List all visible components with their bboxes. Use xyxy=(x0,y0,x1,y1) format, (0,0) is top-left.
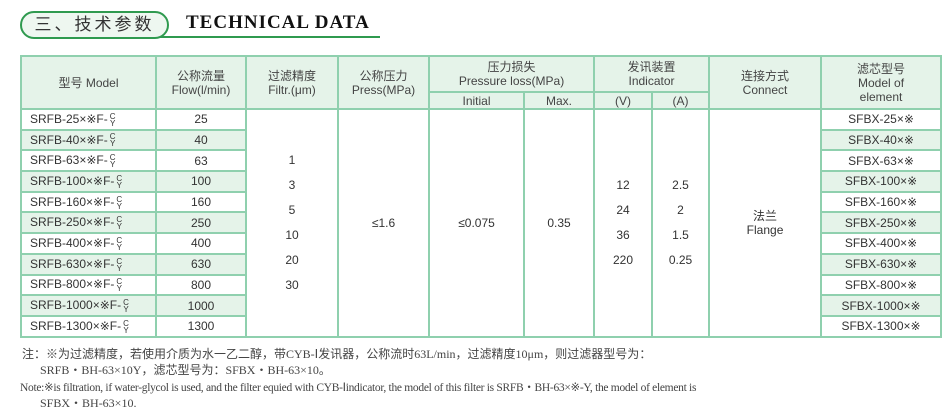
note-en-line1: Note:※is filtration, if water-glycol is … xyxy=(20,382,697,394)
flow-cell: 250 xyxy=(155,211,247,235)
header-indicator: 发讯装置 Indicator xyxy=(593,55,711,93)
header-element: 滤芯型号 Model of element xyxy=(820,55,943,110)
table-row: SRFB-1000×※F- C Y 1000 SFBX-1000×※ xyxy=(20,294,943,317)
current-value: 2 xyxy=(677,202,684,217)
model-cell: SRFB-160×※F- C Y xyxy=(20,190,157,214)
header-initial: Initial xyxy=(428,91,525,110)
element-cell: SFBX-25×※ xyxy=(820,108,943,131)
model-cell: SRFB-630×※F- C Y xyxy=(20,252,157,276)
model-cell: SRFB-40×※F- C Y xyxy=(20,128,157,152)
model-cell: SRFB-250×※F- C Y xyxy=(20,211,157,235)
current-value: 0.25 xyxy=(668,252,693,267)
element-cell: SFBX-40×※ xyxy=(820,128,943,152)
current-value: 2.5 xyxy=(672,177,689,192)
max-loss-cell: 0.35 xyxy=(522,108,596,338)
element-cell: SFBX-63×※ xyxy=(820,149,943,173)
flow-cell: 800 xyxy=(155,273,247,297)
flow-cell: 630 xyxy=(155,252,247,276)
flow-cell: 1300 xyxy=(155,314,247,338)
connect-cell: 法兰 Flange xyxy=(708,108,823,338)
filtration-value: 20 xyxy=(285,252,299,267)
note-cn-line2: SRFB・BH-63×10Y，滤芯型号为：SFBX・BH-63×10。 xyxy=(40,363,331,377)
title-underline xyxy=(160,36,380,38)
filtration-cell: 1 3 5 10 20 30 xyxy=(245,108,339,338)
filtration-value: 10 xyxy=(285,227,299,242)
model-cell: SRFB-1000×※F- C Y xyxy=(20,294,157,317)
voltage-value: 220 xyxy=(613,252,634,267)
filtration-value: 3 xyxy=(288,177,296,192)
table-row: SRFB-160×※F- C Y 160 SFBX-160×※ xyxy=(20,190,943,214)
flow-cell: 1000 xyxy=(155,294,247,317)
filtration-value: 5 xyxy=(288,202,296,217)
pressure-cell: ≤1.6 xyxy=(337,108,430,338)
table-row: SRFB-1300×※F- C Y 1300 SFBX-1300×※ xyxy=(20,314,943,338)
header-flow: 公称流量 Flow(l/min) xyxy=(155,55,247,110)
note-en-line2: SFBX・BH-63×10. xyxy=(40,396,137,410)
flow-cell: 400 xyxy=(155,232,247,255)
current-cell: 2.5 2 1.5 0.25 xyxy=(651,108,711,338)
voltage-value: 12 xyxy=(616,177,630,192)
section-title-en: TECHNICAL DATA xyxy=(186,12,370,33)
header-pressure-loss: 压力损失 Pressure loss(MPa) xyxy=(427,55,596,93)
element-cell: SFBX-800×※ xyxy=(820,273,943,297)
current-value: 1.5 xyxy=(672,227,689,242)
voltage-value: 24 xyxy=(616,202,630,217)
model-cell: SRFB-1300×※F- C Y xyxy=(20,314,157,338)
table-row: SRFB-63×※F- C Y 63 SFBX-63×※ xyxy=(20,149,943,173)
table-row: SRFB-100×※F- C Y 100 SFBX-100×※ xyxy=(20,170,943,193)
section-title-cn: 三、技术参数 xyxy=(20,11,169,39)
table-row: SRFB-400×※F- C Y 400 SFBX-400×※ xyxy=(20,232,943,255)
flow-cell: 63 xyxy=(155,149,247,173)
model-cell: SRFB-400×※F- C Y xyxy=(20,232,157,255)
filtration-value: 30 xyxy=(285,277,299,292)
note-cn-line1: 注：※为过滤精度，若使用介质为水一乙二醇，带CYB-Ⅰ发讯器，公称流时63L/m… xyxy=(22,347,652,361)
model-cell: SRFB-63×※F- C Y xyxy=(20,149,157,173)
header-filtration: 过滤精度 Filtr.(μm) xyxy=(245,55,339,110)
flow-cell: 100 xyxy=(155,170,247,193)
model-cell: SRFB-25×※F- C Y xyxy=(20,108,157,131)
table-row: SRFB-630×※F- C Y 630 SFBX-630×※ xyxy=(20,252,943,276)
element-cell: SFBX-100×※ xyxy=(820,170,943,193)
header-pressure: 公称压力 Press(MPa) xyxy=(337,55,430,110)
table-row: SRFB-25×※F- C Y 25 1 3 5 10 20 30 ≤1.6 ≤0.075 0.… xyxy=(20,108,943,338)
element-cell: SFBX-630×※ xyxy=(820,252,943,276)
element-cell: SFBX-1300×※ xyxy=(820,314,943,338)
table-row: SRFB-250×※F- C Y 250 SFBX-250×※ xyxy=(20,211,943,235)
header-current: (A) xyxy=(651,91,711,110)
header-connect: 连接方式 Connect xyxy=(708,55,823,110)
element-cell: SFBX-250×※ xyxy=(820,211,943,235)
voltage-cell: 12 24 36 220 xyxy=(593,108,654,338)
header-max: Max. xyxy=(522,91,596,110)
flow-cell: 40 xyxy=(155,128,247,152)
element-cell: SFBX-160×※ xyxy=(820,190,943,214)
flow-cell: 160 xyxy=(155,190,247,214)
voltage-value: 36 xyxy=(616,227,630,242)
filtration-value: 1 xyxy=(288,152,296,167)
table-row: SRFB-40×※F- C Y 40 SFBX-40×※ xyxy=(20,128,943,152)
model-cell: SRFB-800×※F- C Y xyxy=(20,273,157,297)
header-model: 型号 Model xyxy=(20,55,157,110)
element-cell: SFBX-1000×※ xyxy=(820,294,943,317)
initial-loss-cell: ≤0.075 xyxy=(428,108,525,338)
technical-data-table: 型号 Model 公称流量 Flow(l/min) 过滤精度 Filtr.(μm) … xyxy=(20,55,943,338)
model-cell: SRFB-100×※F- C Y xyxy=(20,170,157,193)
header-voltage: (V) xyxy=(593,91,654,110)
table-row: SRFB-800×※F- C Y 800 SFBX-800×※ xyxy=(20,273,943,297)
flow-cell: 25 xyxy=(155,108,247,131)
element-cell: SFBX-400×※ xyxy=(820,232,943,255)
